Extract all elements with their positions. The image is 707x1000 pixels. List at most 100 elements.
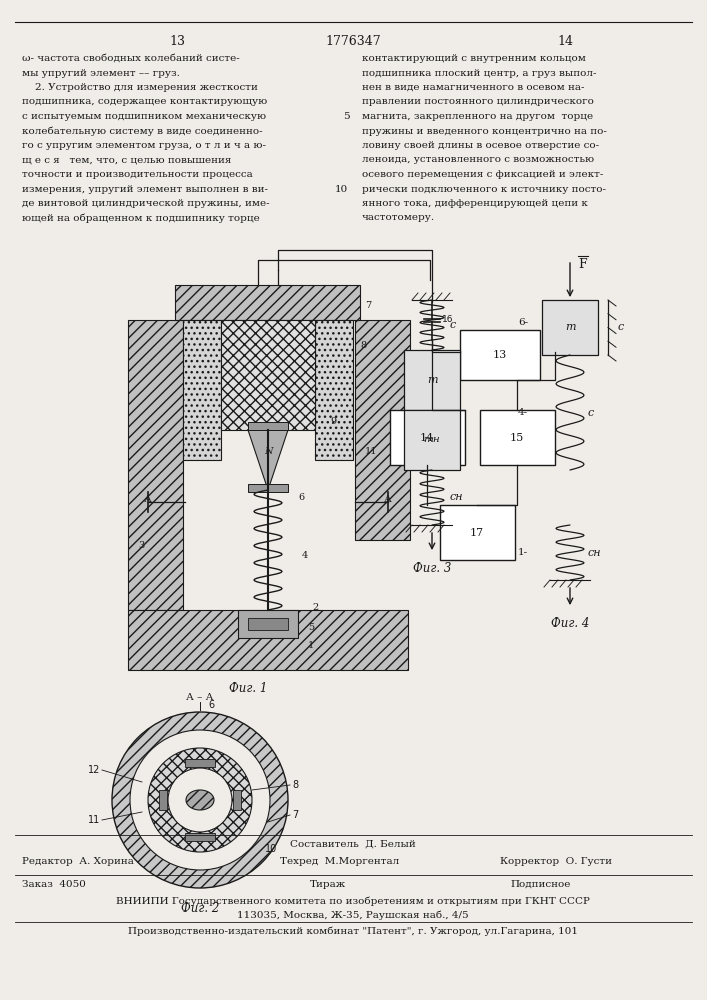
Bar bbox=[233, 790, 241, 810]
Text: ω- частота свободных колебаний систе-: ω- частота свободных колебаний систе- bbox=[22, 54, 240, 63]
Text: нен в виде намагниченного в осевом на-: нен в виде намагниченного в осевом на- bbox=[362, 83, 585, 92]
Text: c: c bbox=[450, 320, 456, 330]
Text: 14: 14 bbox=[557, 35, 573, 48]
Text: с испытуемым подшипником механическую: с испытуемым подшипником механическую bbox=[22, 112, 266, 121]
Text: А – А: А – А bbox=[186, 693, 214, 702]
Text: Редактор  А. Хорина: Редактор А. Хорина bbox=[22, 857, 134, 866]
Text: cн: cн bbox=[450, 492, 464, 502]
Bar bbox=[248, 618, 288, 630]
Text: 4: 4 bbox=[302, 550, 308, 560]
Text: 7: 7 bbox=[292, 810, 298, 820]
Bar bbox=[185, 833, 215, 841]
Text: измерения, упругий элемент выполнен в ви-: измерения, упругий элемент выполнен в ви… bbox=[22, 184, 268, 194]
Bar bbox=[128, 320, 183, 610]
Text: 14: 14 bbox=[420, 433, 434, 443]
Bar bbox=[355, 320, 410, 540]
Bar bbox=[221, 320, 315, 430]
Text: Фиг. 3: Фиг. 3 bbox=[413, 562, 451, 575]
Text: А: А bbox=[384, 495, 392, 504]
Text: 5: 5 bbox=[344, 112, 350, 121]
Text: Корректор  О. Густи: Корректор О. Густи bbox=[500, 857, 612, 866]
Text: Фиг. 1: Фиг. 1 bbox=[229, 682, 267, 695]
Text: 17: 17 bbox=[470, 528, 484, 538]
Bar bbox=[248, 422, 288, 430]
Text: пружины и введенного концентрично на по-: пружины и введенного концентрично на по- bbox=[362, 126, 607, 135]
Text: 1-: 1- bbox=[518, 548, 528, 557]
Text: 6: 6 bbox=[298, 493, 304, 502]
Text: Заказ  4050: Заказ 4050 bbox=[22, 880, 86, 889]
Bar bbox=[238, 610, 298, 638]
Text: магнита, закрепленного на другом  торце: магнита, закрепленного на другом торце bbox=[362, 112, 593, 121]
Bar bbox=[128, 610, 408, 670]
Text: 12: 12 bbox=[88, 765, 100, 775]
Bar bbox=[480, 410, 555, 465]
Bar bbox=[404, 410, 460, 470]
Text: подшипника, содержащее контактирующую: подшипника, содержащее контактирующую bbox=[22, 98, 267, 106]
Text: 1776347: 1776347 bbox=[325, 35, 381, 48]
Circle shape bbox=[130, 730, 270, 870]
Text: N: N bbox=[264, 448, 272, 456]
Text: точности и производительности процесса: точности и производительности процесса bbox=[22, 170, 252, 179]
Text: F: F bbox=[578, 258, 587, 271]
Text: 2. Устройство для измерения жесткости: 2. Устройство для измерения жесткости bbox=[22, 83, 258, 92]
Text: 9: 9 bbox=[330, 418, 336, 426]
Text: 4-: 4- bbox=[518, 408, 528, 417]
Text: янного тока, дифференцирующей цепи к: янного тока, дифференцирующей цепи к bbox=[362, 199, 588, 208]
Text: щ е с я   тем, что, с целью повышения: щ е с я тем, что, с целью повышения bbox=[22, 155, 231, 164]
Text: c: c bbox=[588, 408, 595, 418]
Circle shape bbox=[168, 768, 232, 832]
Text: c: c bbox=[618, 322, 624, 332]
Text: Производственно-издательский комбинат "Патент", г. Ужгород, ул.Гагарина, 101: Производственно-издательский комбинат "П… bbox=[128, 927, 578, 936]
Text: 13: 13 bbox=[493, 350, 507, 360]
Text: Составитель  Д. Белый: Составитель Д. Белый bbox=[290, 840, 416, 849]
Text: 8: 8 bbox=[360, 340, 366, 350]
Text: 16: 16 bbox=[442, 316, 453, 324]
Text: ВНИИПИ Государственного комитета по изобретениям и открытиям при ГКНТ СССР: ВНИИПИ Государственного комитета по изоб… bbox=[116, 896, 590, 906]
Bar bbox=[460, 330, 540, 380]
Bar bbox=[159, 790, 167, 810]
Circle shape bbox=[148, 748, 252, 852]
Text: 3: 3 bbox=[138, 540, 144, 550]
Text: частотомеру.: частотомеру. bbox=[362, 214, 435, 223]
Text: Техред  М.Моргентал: Техред М.Моргентал bbox=[280, 857, 399, 866]
Bar bbox=[175, 285, 360, 320]
Text: правлении постоянного цилиндрического: правлении постоянного цилиндрического bbox=[362, 98, 594, 106]
Text: 5: 5 bbox=[308, 624, 314, 633]
Text: 6-: 6- bbox=[518, 318, 528, 327]
Bar bbox=[185, 759, 215, 767]
Text: ловину своей длины в осевое отверстие со-: ловину своей длины в осевое отверстие со… bbox=[362, 141, 599, 150]
Text: контактирующий с внутренним кольцом: контактирующий с внутренним кольцом bbox=[362, 54, 586, 63]
Text: 8: 8 bbox=[292, 780, 298, 790]
Text: 7: 7 bbox=[365, 300, 371, 310]
Text: ющей на обращенном к подшипнику торце: ющей на обращенном к подшипнику торце bbox=[22, 214, 259, 223]
Text: Фиг. 2: Фиг. 2 bbox=[181, 902, 219, 915]
Text: де винтовой цилиндрической пружины, име-: де винтовой цилиндрической пружины, име- bbox=[22, 199, 269, 208]
Text: го с упругим элементом груза, о т л и ч а ю-: го с упругим элементом груза, о т л и ч … bbox=[22, 141, 266, 150]
Text: подшипника плоский центр, а груз выпол-: подшипника плоский центр, а груз выпол- bbox=[362, 68, 597, 78]
Text: Фиг. 4: Фиг. 4 bbox=[551, 617, 589, 630]
Bar bbox=[440, 505, 515, 560]
Bar bbox=[315, 320, 353, 460]
Bar bbox=[183, 320, 221, 460]
Text: mн: mн bbox=[423, 436, 440, 444]
Text: 2: 2 bbox=[312, 603, 318, 612]
Bar bbox=[542, 300, 598, 355]
Text: 10: 10 bbox=[334, 184, 348, 194]
Bar bbox=[390, 410, 465, 465]
Text: cн: cн bbox=[588, 548, 602, 558]
Text: 11: 11 bbox=[365, 448, 378, 456]
Text: колебательную систему в виде соединенно-: колебательную систему в виде соединенно- bbox=[22, 126, 262, 136]
Text: мы упругий элемент –– груз.: мы упругий элемент –– груз. bbox=[22, 68, 180, 78]
Bar bbox=[248, 484, 288, 492]
Circle shape bbox=[112, 712, 288, 888]
Text: 11: 11 bbox=[88, 815, 100, 825]
Text: 13: 13 bbox=[169, 35, 185, 48]
Polygon shape bbox=[248, 430, 288, 490]
Text: 10: 10 bbox=[265, 844, 277, 854]
Text: Тираж: Тираж bbox=[310, 880, 346, 889]
Text: 15: 15 bbox=[510, 433, 524, 443]
Text: m: m bbox=[427, 375, 437, 385]
Text: леноида, установленного с возможностью: леноида, установленного с возможностью bbox=[362, 155, 594, 164]
Text: А: А bbox=[144, 495, 152, 504]
Text: рически подключенного к источнику посто-: рически подключенного к источнику посто- bbox=[362, 184, 606, 194]
